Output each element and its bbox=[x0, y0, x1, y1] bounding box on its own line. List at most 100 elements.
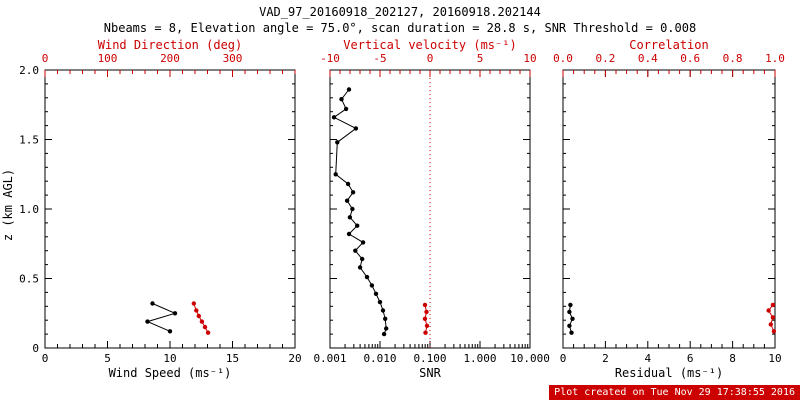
data-point bbox=[205, 330, 211, 335]
series-snr bbox=[331, 87, 389, 337]
x-tick-label: 5 bbox=[104, 352, 111, 365]
data-point bbox=[422, 316, 428, 321]
z-axis-title: z (km AGL) bbox=[1, 168, 15, 242]
plot-timestamp-banner: Plot created on Tue Nov 29 17:38:55 2016 bbox=[549, 385, 800, 400]
data-point bbox=[196, 313, 201, 319]
x-axis-bottom: 0 5 10 15 20 bbox=[42, 70, 302, 365]
wind-panel: 00.51.01.52.00 5 10 15 200 100 200 300 bbox=[19, 52, 302, 365]
data-point bbox=[423, 330, 428, 335]
data-point bbox=[172, 311, 178, 316]
data-point bbox=[422, 302, 428, 308]
x-axis-bottom: 0.001 0.010 0.100 1.000 10.000 bbox=[313, 70, 550, 365]
data-point bbox=[350, 190, 356, 195]
x-axis-bottom: 0 2 4 6 8 10 bbox=[560, 70, 782, 365]
series-vertical-velocity bbox=[422, 302, 430, 335]
x-axis-top: 0.0 0.2 0.4 0.6 0.8 1.0 bbox=[553, 52, 785, 77]
data-point bbox=[355, 223, 360, 228]
data-point bbox=[360, 256, 365, 262]
data-point bbox=[333, 172, 338, 177]
y-tick-label: 0.5 bbox=[19, 273, 39, 286]
x-tick-label: 0.001 bbox=[313, 352, 346, 365]
correlation-axis-title: Correlation bbox=[629, 38, 709, 52]
data-point bbox=[383, 316, 388, 321]
data-point bbox=[191, 301, 196, 306]
plot-box bbox=[562, 69, 776, 349]
x-tick-label: 6 bbox=[687, 352, 694, 365]
plot-subtitle: Nbeams = 8, Elevation angle = 75.0°, sca… bbox=[103, 21, 697, 35]
data-point bbox=[770, 302, 776, 308]
top-tick-label: -5 bbox=[373, 52, 386, 65]
data-point bbox=[350, 206, 355, 212]
x-tick-label: 0.100 bbox=[413, 352, 446, 365]
data-point bbox=[768, 322, 773, 327]
data-point bbox=[360, 240, 366, 245]
x-tick-label: 1.000 bbox=[463, 352, 496, 365]
x-tick-label: 10.000 bbox=[510, 352, 550, 365]
data-point bbox=[335, 140, 340, 145]
data-point bbox=[199, 319, 205, 324]
y-tick-label: 1.0 bbox=[19, 203, 39, 216]
plot-title: VAD_97_20160918_202127, 20160918.202144 bbox=[259, 5, 541, 19]
top-tick-label: 1.0 bbox=[765, 52, 785, 65]
x-tick-label: 10 bbox=[768, 352, 781, 365]
top-tick-label: 0 bbox=[42, 52, 49, 65]
data-point bbox=[357, 265, 363, 270]
snr-axis-title: SNR bbox=[419, 366, 441, 380]
top-tick-label: 300 bbox=[223, 52, 243, 65]
residual-axis-title: Residual (ms⁻¹) bbox=[614, 366, 724, 380]
x-axis-top: 0 100 200 300 bbox=[42, 52, 296, 77]
wind-direction-axis-title: Wind Direction (deg) bbox=[97, 38, 243, 52]
data-point bbox=[353, 248, 358, 253]
data-point bbox=[194, 308, 199, 313]
data-point bbox=[167, 329, 173, 334]
top-tick-label: -10 bbox=[320, 52, 340, 65]
series-wind-direction bbox=[191, 301, 211, 335]
data-point bbox=[377, 299, 383, 305]
x-tick-label: 20 bbox=[288, 352, 301, 365]
data-point bbox=[145, 319, 150, 324]
top-tick-label: 0.6 bbox=[680, 52, 700, 65]
top-tick-label: 0 bbox=[427, 52, 434, 65]
x-tick-label: 2 bbox=[602, 352, 609, 365]
data-point bbox=[353, 126, 359, 131]
data-point bbox=[384, 326, 389, 331]
data-point bbox=[766, 308, 771, 313]
data-point bbox=[369, 283, 375, 288]
top-tick-label: 0.4 bbox=[638, 52, 658, 65]
top-tick-label: 5 bbox=[477, 52, 484, 65]
x-tick-label: 10 bbox=[163, 352, 176, 365]
y-tick-label: 2.0 bbox=[19, 64, 39, 77]
data-point bbox=[570, 316, 575, 321]
x-tick-label: 0.010 bbox=[363, 352, 396, 365]
data-point bbox=[380, 308, 386, 313]
x-tick-label: 4 bbox=[644, 352, 651, 365]
top-tick-label: 0.8 bbox=[723, 52, 743, 65]
data-point bbox=[202, 324, 208, 330]
top-tick-label: 200 bbox=[160, 52, 180, 65]
data-point bbox=[569, 330, 574, 335]
data-point bbox=[770, 315, 776, 320]
top-tick-label: 0.2 bbox=[595, 52, 615, 65]
x-axis-top: -10 -5 0 5 10 bbox=[320, 52, 537, 77]
data-point bbox=[346, 87, 352, 92]
data-point bbox=[771, 329, 777, 334]
wind-speed-axis-title: Wind Speed (ms⁻¹) bbox=[108, 366, 232, 380]
series-correlation bbox=[766, 302, 777, 334]
data-point bbox=[339, 97, 344, 102]
series-wind-speed bbox=[145, 301, 178, 334]
x-tick-label: 15 bbox=[226, 352, 239, 365]
data-point bbox=[344, 198, 350, 203]
y-tick-label: 1.5 bbox=[19, 134, 39, 147]
data-point bbox=[150, 301, 155, 306]
data-point bbox=[373, 291, 379, 296]
plot-box bbox=[44, 69, 296, 349]
series-residual bbox=[567, 302, 575, 335]
top-tick-label: 0.0 bbox=[553, 52, 573, 65]
y-axis bbox=[330, 69, 530, 349]
x-tick-label: 0 bbox=[560, 352, 567, 365]
data-point bbox=[347, 215, 353, 220]
data-point bbox=[331, 115, 337, 120]
y-axis: 0 0.5 1.0 1.5 2.0 bbox=[19, 64, 295, 355]
data-point bbox=[345, 181, 351, 187]
